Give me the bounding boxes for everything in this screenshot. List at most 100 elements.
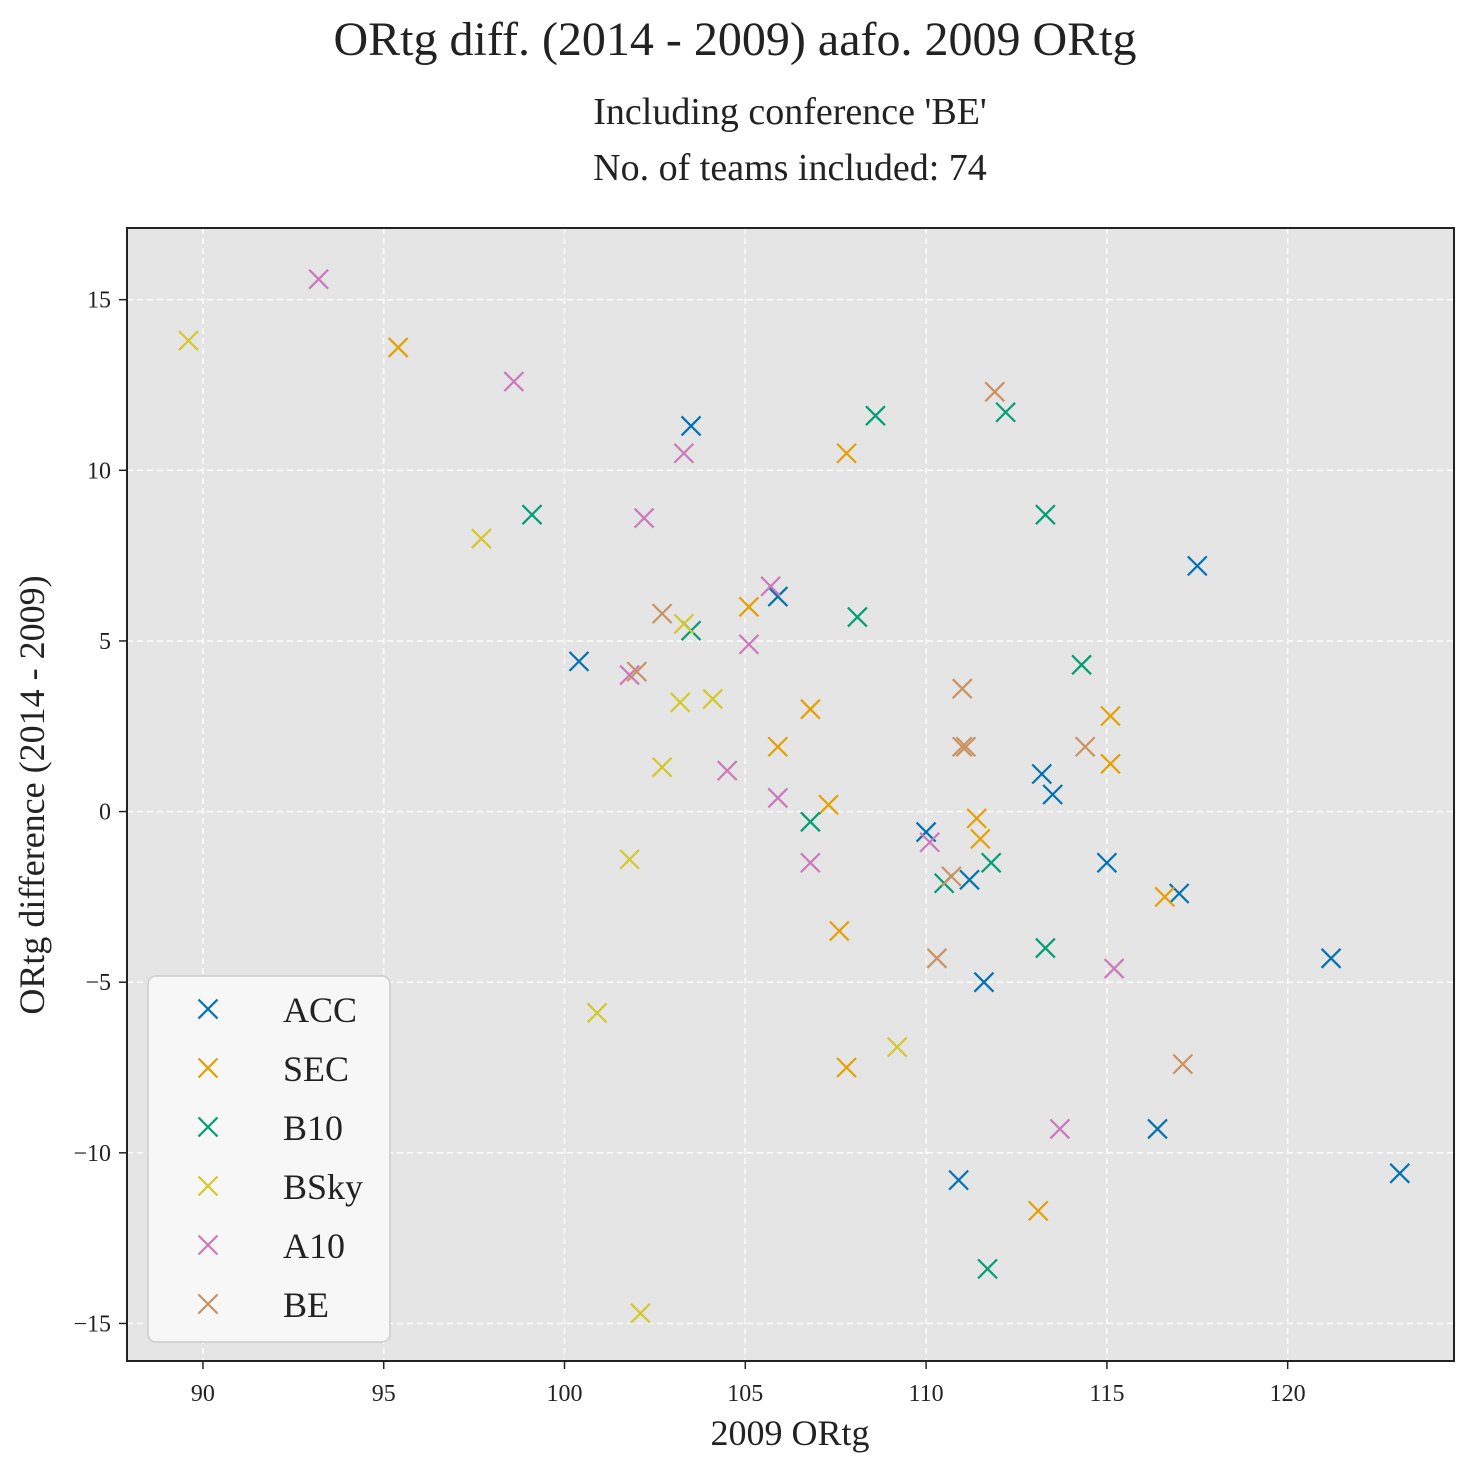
data-point (673, 613, 695, 635)
chart-subtitle-2: No. of teams included: 74 (593, 147, 987, 189)
legend-label-b10: B10 (283, 1108, 343, 1148)
data-point (521, 504, 543, 525)
data-point (1100, 753, 1121, 775)
legend-label-acc: ACC (283, 990, 357, 1030)
legend-label-sec: SEC (283, 1049, 349, 1089)
x-axis-ticks: 90 95 100 105 110 115 120 (191, 1361, 1306, 1407)
data-point (669, 692, 691, 713)
data-point (1074, 736, 1096, 758)
data-point (738, 596, 760, 618)
y-tick-label: 15 (87, 288, 111, 314)
data-point (886, 1036, 908, 1058)
data-point (1172, 1053, 1194, 1075)
data-point (1049, 1118, 1071, 1140)
chart-title: ORtg diff. (2014 - 2009) aafo. 2009 ORtg (333, 13, 1136, 66)
chart-subtitle-1: Including conference 'BE' (593, 91, 987, 133)
data-point (1320, 948, 1342, 969)
y-tick-label: −5 (85, 970, 111, 996)
legend-label-a10: A10 (283, 1226, 345, 1266)
data-point (503, 371, 525, 392)
x-tick-label: 110 (909, 1381, 944, 1407)
data-point (767, 736, 789, 758)
data-point (702, 688, 724, 710)
series-a10 (308, 268, 1125, 1140)
data-point (178, 330, 199, 351)
x-tick-label: 120 (1270, 1381, 1306, 1407)
data-point (387, 337, 409, 358)
data-point (651, 603, 673, 624)
x-tick-label: 105 (727, 1381, 763, 1407)
data-point (865, 405, 886, 426)
data-point (767, 787, 789, 809)
legend: ACC SEC B10 BSky A10 BE (147, 975, 391, 1343)
data-point (1389, 1163, 1411, 1184)
data-point (1042, 784, 1063, 805)
data-point (738, 634, 760, 655)
data-point (836, 1057, 857, 1078)
data-point (1027, 1200, 1049, 1222)
legend-marker-sec (197, 1057, 219, 1079)
data-point (829, 920, 850, 942)
data-point (800, 698, 821, 720)
data-point (818, 794, 839, 816)
data-point (1154, 886, 1176, 908)
data-point (1187, 555, 1208, 577)
y-tick-label: 5 (99, 629, 111, 655)
legend-marker-a10 (197, 1234, 219, 1256)
x-tick-label: 100 (547, 1381, 583, 1407)
legend-marker-acc (197, 998, 219, 1020)
legend-marker-b10 (197, 1116, 219, 1138)
x-tick-label: 90 (191, 1381, 215, 1407)
data-point (619, 849, 640, 870)
legend-marker-be (197, 1293, 219, 1315)
y-tick-label: −10 (73, 1141, 111, 1167)
data-point (633, 507, 655, 529)
y-tick-label: 10 (87, 458, 111, 484)
data-point (308, 268, 329, 290)
data-point (959, 869, 980, 891)
data-point (984, 381, 1006, 403)
series-bsky (178, 330, 908, 1324)
data-point (1035, 504, 1056, 525)
data-point (626, 661, 648, 682)
data-point (966, 808, 987, 829)
data-point (980, 852, 1002, 874)
series-sec (387, 337, 1176, 1222)
y-tick-label: −15 (73, 1311, 111, 1337)
data-point (1147, 1118, 1168, 1140)
legend-marker-bsky (197, 1175, 219, 1197)
y-tick-label: 0 (99, 800, 111, 826)
y-axis-ticks: −15 −10 −5 0 5 10 15 (73, 288, 127, 1337)
data-point (970, 828, 991, 850)
data-point (800, 852, 821, 874)
data-point (680, 415, 702, 437)
data-point (973, 971, 995, 993)
x-tick-label: 95 (372, 1381, 396, 1407)
data-point (1100, 705, 1121, 727)
data-point (630, 1302, 651, 1324)
data-point (941, 866, 962, 887)
data-point (800, 811, 821, 833)
data-point (1035, 937, 1056, 959)
series-acc (568, 415, 1411, 1191)
data-points (178, 268, 1411, 1324)
data-point (951, 736, 973, 758)
data-point (951, 678, 973, 699)
data-point (995, 402, 1016, 423)
data-point (767, 586, 789, 607)
data-point (1103, 958, 1125, 979)
data-point (1071, 654, 1092, 676)
data-point (1168, 883, 1190, 904)
data-point (586, 1002, 608, 1024)
legend-box (147, 975, 391, 1343)
data-point (955, 736, 977, 758)
data-point (651, 756, 673, 778)
data-point (1031, 763, 1053, 785)
data-point (471, 528, 492, 549)
data-point (919, 831, 940, 853)
legend-label-be: BE (283, 1285, 329, 1325)
series-be (626, 381, 1194, 1075)
data-point (760, 576, 781, 597)
plot-frame (126, 227, 1455, 1362)
